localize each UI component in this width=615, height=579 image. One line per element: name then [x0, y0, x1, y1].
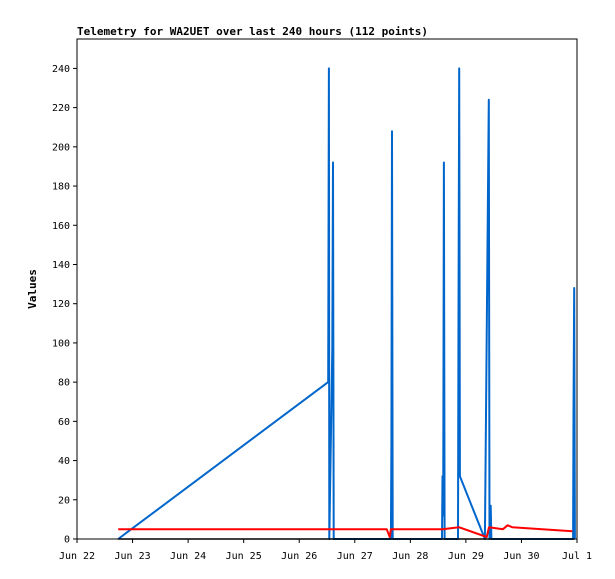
y-tick-label: 80 — [58, 378, 70, 389]
y-axis: 0 20 40 60 80 100 120 140 160 180 200 220 240 — [52, 64, 77, 546]
y-tick-label: 0 — [64, 535, 70, 546]
plot-frame — [76, 38, 578, 540]
x-tick-label: Jun 22 — [59, 551, 95, 562]
y-tick-label: 40 — [58, 456, 70, 467]
y-tick-label: 220 — [52, 103, 70, 114]
y-tick-label: 180 — [52, 182, 70, 193]
x-tick-label: Jun 24 — [170, 551, 206, 562]
y-tick-label: 240 — [52, 64, 70, 75]
y-tick-label: 200 — [52, 142, 70, 153]
x-tick-label: Jun 23 — [114, 551, 150, 562]
series-layer — [117, 67, 576, 540]
y-tick-label: 60 — [58, 417, 70, 428]
x-tick-label: Jun 30 — [503, 551, 539, 562]
y-tick-label: 160 — [52, 221, 70, 232]
y-tick-label: 100 — [52, 338, 70, 349]
y-tick-label: 120 — [52, 299, 70, 310]
x-tick-label: Jun 27 — [337, 551, 373, 562]
series-line-2 — [118, 524, 573, 538]
y-axis-label: Values — [26, 269, 39, 309]
x-tick-label: Jun 28 — [392, 551, 428, 562]
x-axis: Jun 22 Jun 23 Jun 24 Jun 25 Jun 26 Jun 27 Jun … — [59, 539, 592, 562]
x-tick-label: Jun 25 — [226, 551, 262, 562]
x-tick-label: Jun 29 — [448, 551, 484, 562]
series-line-1 — [117, 67, 576, 540]
y-tick-label: 20 — [58, 495, 70, 506]
x-tick-label: Jun 26 — [281, 551, 317, 562]
chart-title: Telemetry for WA2UET over last 240 hours… — [77, 25, 428, 38]
x-tick-label: Jul 1 — [562, 551, 592, 562]
y-tick-label: 140 — [52, 260, 70, 271]
